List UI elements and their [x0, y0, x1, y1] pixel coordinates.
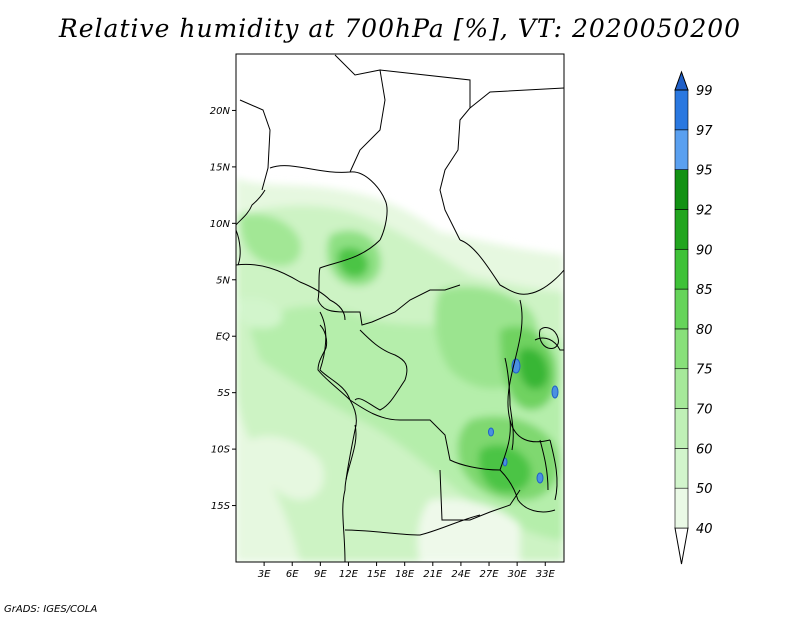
colorbar-level-label: 99 [696, 84, 713, 99]
lakes [504, 327, 559, 491]
map-frame [235, 53, 565, 563]
lat-tick-label: 10S [211, 445, 231, 456]
colorbar-level-label: 90 [696, 243, 713, 258]
lon-tick-label: 24E [451, 569, 471, 580]
colorbar-level-label: 70 [696, 403, 713, 418]
lon-tick-label: 18E [395, 569, 415, 580]
credit-text: GrADS: IGES/COLA [4, 604, 98, 615]
colorbar-segment [674, 328, 689, 370]
lon-tick-label: 15E [367, 569, 387, 580]
colorbar-segment [674, 408, 689, 449]
colorbar-segment [674, 368, 689, 409]
colorbar-legend: 40 50 60 70 75 80 85 90 92 95 97 99 [674, 70, 713, 565]
chart-title: Relative humidity at 700hPa [%], VT: 202… [58, 14, 742, 43]
colorbar-segment [674, 448, 689, 489]
colorbar-lower-triangle [674, 527, 689, 565]
colorbar-level-label: 60 [696, 442, 713, 457]
lat-tick-label: 15N [210, 162, 231, 173]
colorbar-level-label: 75 [696, 363, 713, 378]
colorbar-segment [674, 288, 689, 330]
colorbar-level-label: 40 [696, 522, 713, 537]
lon-tick-label: 9E [314, 569, 327, 580]
lon-tick-label: 3E [258, 569, 271, 580]
latitude-ticks: 20N 15N 10N 5N EQ 5S 10S 15S [210, 106, 236, 512]
colorbar-segment [674, 487, 689, 529]
high-humidity-spots [488, 358, 559, 484]
country-borders [236, 54, 564, 562]
lat-tick-label: 5S [217, 388, 230, 399]
colorbar-segment [674, 169, 689, 210]
colorbar-segment [674, 209, 689, 250]
colorbar-level-label: 92 [696, 203, 713, 218]
colorbar-upper-triangle [674, 70, 689, 91]
colorbar-level-label: 97 [696, 124, 713, 139]
lat-tick-label: 10N [210, 219, 231, 230]
lat-tick-label: 20N [210, 106, 231, 117]
colorbar-segment [674, 129, 689, 170]
longitude-ticks: 3E 6E 9E 12E 15E 18E 21E 24E 27E 30E 33E [258, 562, 556, 580]
humidity-fill [236, 178, 564, 562]
lat-tick-label: EQ [216, 332, 230, 343]
colorbar-level-label: 50 [696, 482, 713, 497]
lon-tick-label: 33E [536, 569, 556, 580]
coastline [236, 229, 357, 481]
map-plot-area [236, 54, 564, 562]
lon-tick-label: 30E [508, 569, 528, 580]
lat-tick-label: 5N [216, 275, 230, 286]
lon-tick-label: 27E [480, 569, 500, 580]
colorbar-segment [674, 89, 689, 131]
colorbar-level-label: 95 [696, 164, 713, 179]
lon-tick-label: 21E [423, 569, 443, 580]
colorbar-level-label: 85 [696, 283, 713, 298]
colorbar-segment [674, 248, 689, 290]
lon-tick-label: 6E [286, 569, 299, 580]
lon-tick-label: 12E [339, 569, 359, 580]
lat-tick-label: 15S [211, 501, 231, 512]
colorbar-level-label: 80 [696, 323, 713, 338]
